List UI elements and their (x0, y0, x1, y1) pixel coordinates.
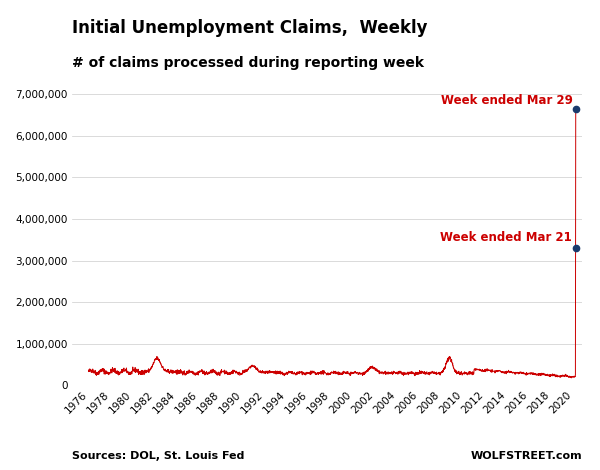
Text: Week ended Mar 29: Week ended Mar 29 (440, 94, 572, 107)
Text: Sources: DOL, St. Louis Fed: Sources: DOL, St. Louis Fed (72, 451, 244, 461)
Text: WOLFSTREET.com: WOLFSTREET.com (470, 451, 582, 461)
Text: Week ended Mar 21: Week ended Mar 21 (440, 231, 572, 244)
Text: Initial Unemployment Claims,  Weekly: Initial Unemployment Claims, Weekly (72, 19, 427, 37)
Text: # of claims processed during reporting week: # of claims processed during reporting w… (72, 56, 424, 70)
